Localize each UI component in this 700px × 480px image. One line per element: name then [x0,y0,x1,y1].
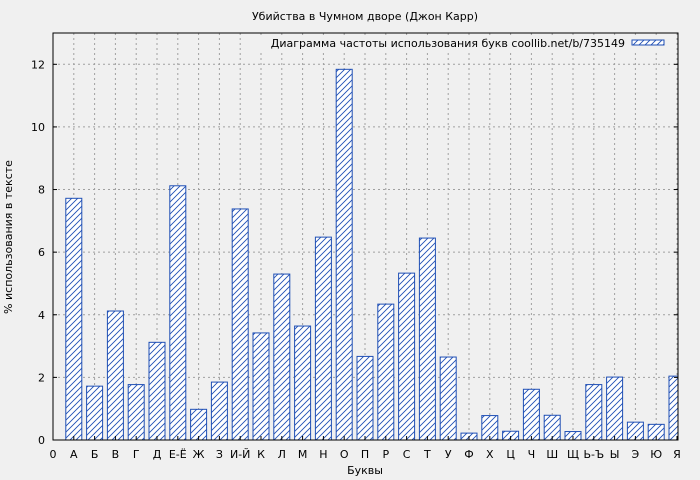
y-tick-label: 4 [38,309,45,322]
y-tick-label: 10 [31,121,45,134]
x-tick-label: Ь-Ъ [583,448,604,461]
x-tick-label: 0 [50,448,57,461]
bar-Т [418,237,436,441]
x-tick-label: К [257,448,265,461]
bar-З [210,381,228,441]
bar-В [106,310,124,441]
bar-С [398,272,416,441]
x-tick-label: А [70,448,78,461]
x-tick-label: Т [423,448,431,461]
x-tick-label: У [445,448,452,461]
legend-label: Диаграмма частоты использования букв coo… [271,37,625,50]
x-tick-label: З [216,448,223,461]
x-tick-label: Ы [610,448,620,461]
y-axis: 0 2 4 6 8 10 12 [31,58,678,447]
x-tick-label: Щ [567,448,579,461]
x-tick-label: Б [91,448,99,461]
bar-Н [314,236,332,441]
legend-swatch [631,39,665,46]
bar-У [439,356,457,441]
x-tick-label: Ж [193,448,205,461]
bar-Л [273,273,291,441]
y-axis-label: % использования в тексте [2,160,15,314]
chart-title: Убийства в Чумном дворе (Джон Карр) [252,10,478,23]
x-tick-label: Ф [464,448,473,461]
x-tick-label: Е-Ё [169,448,187,461]
bar-Г [127,384,145,441]
bar-Ж [190,408,208,441]
x-tick-label: О [340,448,349,461]
bar-Я [668,375,679,441]
x-tick-label: Ш [546,448,558,461]
bar-М [294,325,312,441]
x-tick-label: Ч [528,448,536,461]
x-axis-label: Буквы [347,464,383,477]
x-tick-label: Я [673,448,681,461]
bar-П [356,355,374,441]
x-tick-label: В [112,448,120,461]
bar-Ы [606,376,624,441]
bar-О [335,68,353,441]
bar-Ь-Ъ [585,384,603,441]
x-tick-label: Г [133,448,140,461]
x-tick-label: Н [319,448,327,461]
x-tick-label: П [361,448,369,461]
y-tick-label: 0 [38,434,45,447]
x-tick-label: Ю [650,448,662,461]
bar-И-Й [231,208,249,441]
bar-К [252,332,270,441]
x-axis: 0 А Б В Г Д Е-Ё Ж З И-Й К Л М Н О П Р С Т У Ф Х Ц Ч Ш Щ Ь-Ъ Ы Э Ю Я [50,436,681,461]
x-tick-label: М [298,448,308,461]
x-tick-label: Л [278,448,286,461]
y-tick-label: 2 [38,371,45,384]
bar-Ч [522,388,540,441]
y-tick-label: 8 [38,184,45,197]
x-tick-label: Р [382,448,389,461]
y-tick-label: 12 [31,58,45,71]
y-tick-label: 6 [38,246,45,259]
x-tick-label: Д [153,448,162,461]
x-tick-label: Э [632,448,640,461]
bar-Б [86,385,104,441]
grid [53,33,678,440]
legend: Диаграмма частоты использования букв coo… [242,36,676,50]
bar-Р [377,303,395,441]
bar-Е-Ё [169,185,187,441]
bar-Д [148,341,166,441]
x-tick-label: Х [486,448,494,461]
bar-А [65,197,83,441]
x-tick-label: С [403,448,411,461]
legend-box [242,36,676,50]
x-tick-label: Ц [506,448,515,461]
x-tick-label: И-Й [230,448,250,461]
